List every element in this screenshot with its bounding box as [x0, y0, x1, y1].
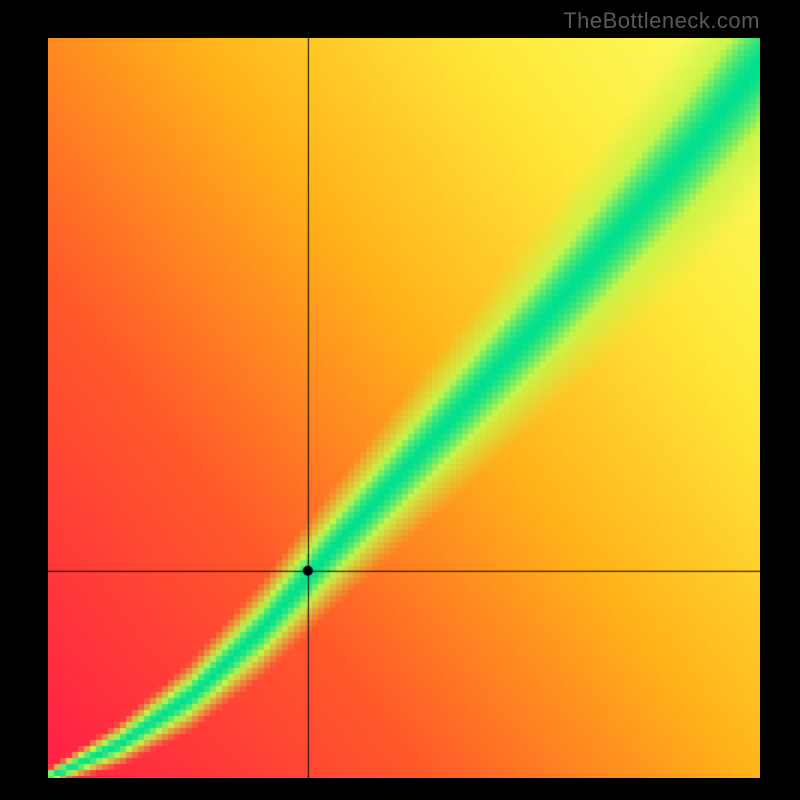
chart-container: TheBottleneck.com	[0, 0, 800, 800]
watermark-text: TheBottleneck.com	[563, 8, 760, 34]
heatmap-canvas	[48, 38, 760, 778]
heatmap-plot	[48, 38, 760, 778]
